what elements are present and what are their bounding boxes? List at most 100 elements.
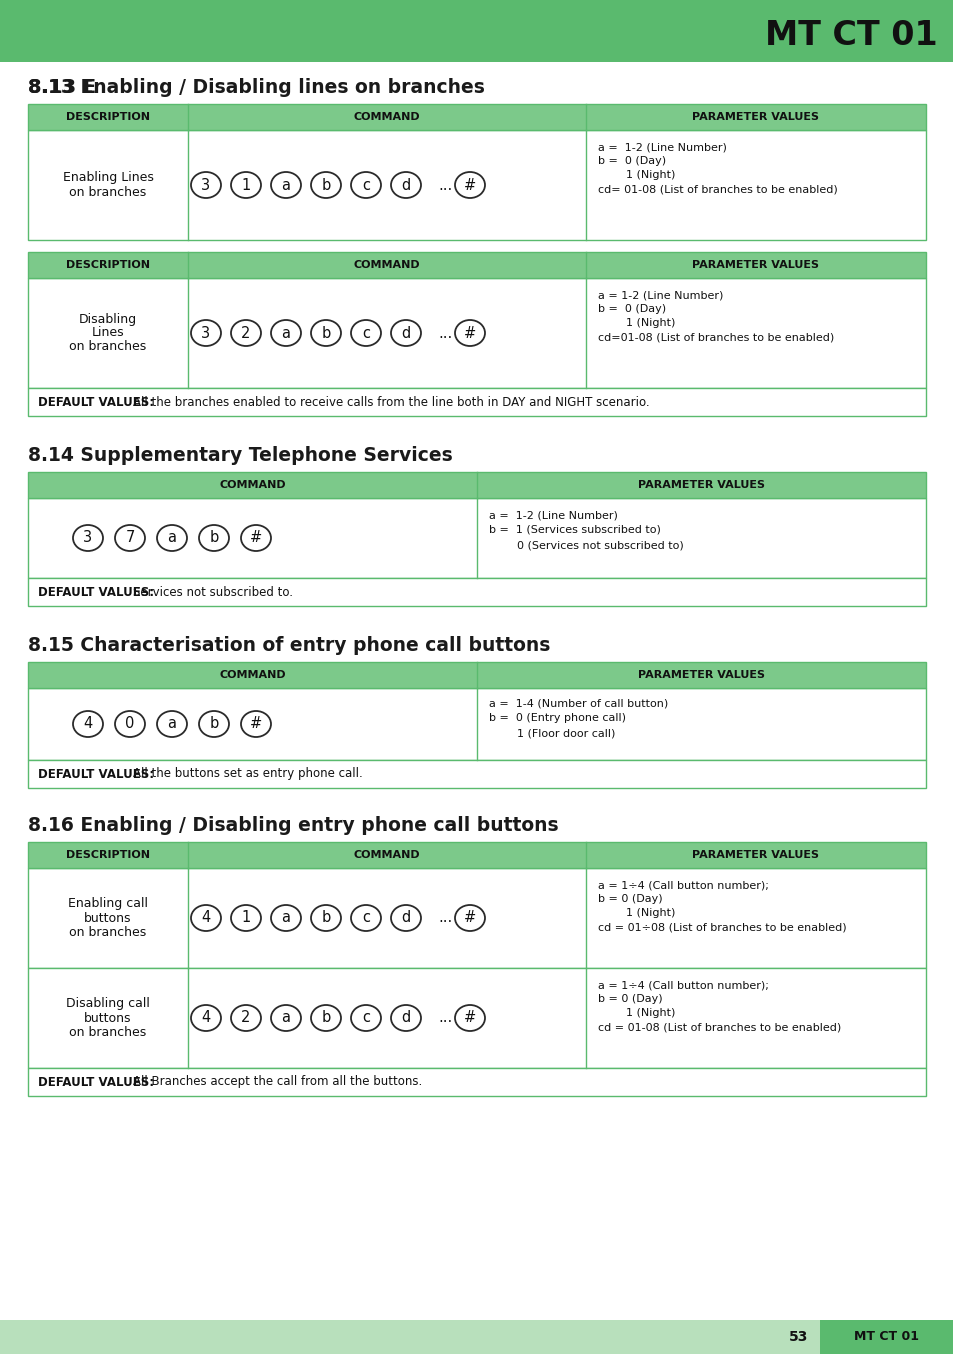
- Text: DEFAULT VALUES:: DEFAULT VALUES:: [38, 1075, 158, 1089]
- Text: ...: ...: [438, 177, 453, 192]
- Text: a =  1-4 (Number of call button): a = 1-4 (Number of call button): [489, 699, 667, 708]
- Text: b =  0 (Day): b = 0 (Day): [598, 305, 665, 314]
- Text: #: #: [463, 177, 476, 192]
- Text: b: b: [321, 177, 331, 192]
- Text: on branches: on branches: [70, 185, 147, 199]
- Text: DEFAULT VALUES:: DEFAULT VALUES:: [38, 768, 158, 780]
- Text: 2: 2: [241, 1010, 251, 1025]
- Ellipse shape: [391, 1005, 420, 1030]
- Text: 8.13 E: 8.13 E: [28, 79, 96, 97]
- Ellipse shape: [231, 320, 261, 347]
- Ellipse shape: [455, 1005, 484, 1030]
- Ellipse shape: [351, 904, 380, 932]
- Text: 1: 1: [241, 177, 251, 192]
- Text: c: c: [361, 325, 370, 340]
- Text: All Branches accept the call from all the buttons.: All Branches accept the call from all th…: [132, 1075, 422, 1089]
- Text: b = 0 (Day): b = 0 (Day): [598, 994, 662, 1005]
- Text: Enabling call: Enabling call: [68, 898, 148, 910]
- Ellipse shape: [73, 711, 103, 737]
- Text: 3: 3: [83, 531, 92, 546]
- Ellipse shape: [191, 904, 221, 932]
- FancyBboxPatch shape: [820, 1320, 953, 1354]
- Ellipse shape: [455, 172, 484, 198]
- Text: COMMAND: COMMAND: [354, 112, 420, 122]
- Text: #: #: [463, 910, 476, 926]
- Text: buttons: buttons: [84, 911, 132, 925]
- FancyBboxPatch shape: [28, 498, 925, 578]
- Text: 53: 53: [788, 1330, 807, 1345]
- Text: 1 (Floor door call): 1 (Floor door call): [517, 728, 615, 738]
- Text: DEFAULT VALUES:: DEFAULT VALUES:: [38, 585, 158, 598]
- Text: 0: 0: [125, 716, 134, 731]
- Ellipse shape: [311, 904, 340, 932]
- Text: cd= 01-08 (List of branches to be enabled): cd= 01-08 (List of branches to be enable…: [598, 184, 837, 194]
- Text: #: #: [250, 531, 262, 546]
- FancyBboxPatch shape: [28, 662, 925, 688]
- Text: a =  1-2 (Line Number): a = 1-2 (Line Number): [598, 142, 726, 152]
- Text: c: c: [361, 910, 370, 926]
- Ellipse shape: [241, 525, 271, 551]
- Text: b =  0 (Entry phone call): b = 0 (Entry phone call): [489, 714, 625, 723]
- FancyBboxPatch shape: [28, 130, 925, 240]
- Ellipse shape: [351, 172, 380, 198]
- Text: a = 1-2 (Line Number): a = 1-2 (Line Number): [598, 290, 722, 301]
- FancyBboxPatch shape: [28, 868, 925, 968]
- Text: 4: 4: [83, 716, 92, 731]
- FancyBboxPatch shape: [28, 252, 925, 278]
- Ellipse shape: [73, 525, 103, 551]
- Text: cd = 01-08 (List of branches to be enabled): cd = 01-08 (List of branches to be enabl…: [598, 1022, 841, 1032]
- Text: Services not subscribed to.: Services not subscribed to.: [132, 585, 293, 598]
- Text: #: #: [463, 325, 476, 340]
- Text: 8.13 Enabling / Disabling lines on branches: 8.13 Enabling / Disabling lines on branc…: [28, 79, 484, 97]
- Text: on branches: on branches: [70, 340, 147, 353]
- Ellipse shape: [115, 525, 145, 551]
- Text: COMMAND: COMMAND: [354, 260, 420, 269]
- Text: PARAMETER VALUES: PARAMETER VALUES: [692, 260, 819, 269]
- Text: PARAMETER VALUES: PARAMETER VALUES: [692, 112, 819, 122]
- Text: b =  0 (Day): b = 0 (Day): [598, 156, 665, 167]
- Text: 0 (Services not subscribed to): 0 (Services not subscribed to): [517, 540, 683, 550]
- Text: #: #: [463, 1010, 476, 1025]
- Ellipse shape: [455, 320, 484, 347]
- Text: DESCRIPTION: DESCRIPTION: [66, 850, 150, 860]
- Text: DEFAULT VALUES:: DEFAULT VALUES:: [38, 395, 158, 409]
- Ellipse shape: [351, 1005, 380, 1030]
- Ellipse shape: [157, 525, 187, 551]
- Ellipse shape: [455, 904, 484, 932]
- FancyBboxPatch shape: [28, 578, 925, 607]
- Text: 1 (Night): 1 (Night): [625, 1007, 675, 1018]
- Text: MT CT 01: MT CT 01: [764, 19, 937, 51]
- Text: d: d: [401, 177, 410, 192]
- Ellipse shape: [271, 1005, 301, 1030]
- Ellipse shape: [191, 1005, 221, 1030]
- Text: All the branches enabled to receive calls from the line both in DAY and NIGHT sc: All the branches enabled to receive call…: [132, 395, 649, 409]
- Text: on branches: on branches: [70, 926, 147, 938]
- Text: 4: 4: [201, 1010, 211, 1025]
- Text: 8.16 Enabling / Disabling entry phone call buttons: 8.16 Enabling / Disabling entry phone ca…: [28, 816, 558, 835]
- Text: COMMAND: COMMAND: [219, 670, 286, 680]
- Text: Disabling call: Disabling call: [66, 998, 150, 1010]
- Text: a = 1÷4 (Call button number);: a = 1÷4 (Call button number);: [598, 980, 768, 990]
- Text: b: b: [321, 1010, 331, 1025]
- Text: 1 (Night): 1 (Night): [625, 909, 675, 918]
- Text: COMMAND: COMMAND: [219, 481, 286, 490]
- FancyBboxPatch shape: [28, 1068, 925, 1095]
- Ellipse shape: [391, 320, 420, 347]
- Text: DESCRIPTION: DESCRIPTION: [66, 112, 150, 122]
- Ellipse shape: [241, 711, 271, 737]
- FancyBboxPatch shape: [28, 688, 925, 760]
- FancyBboxPatch shape: [0, 0, 953, 62]
- Text: a: a: [281, 1010, 291, 1025]
- Ellipse shape: [391, 172, 420, 198]
- Text: PARAMETER VALUES: PARAMETER VALUES: [692, 850, 819, 860]
- Text: Enabling Lines: Enabling Lines: [63, 172, 153, 184]
- Text: 3: 3: [201, 177, 211, 192]
- Text: b: b: [209, 716, 218, 731]
- Text: ...: ...: [438, 910, 453, 926]
- FancyBboxPatch shape: [28, 842, 925, 868]
- Text: 8.15 Characterisation of entry phone call buttons: 8.15 Characterisation of entry phone cal…: [28, 636, 550, 655]
- Ellipse shape: [199, 525, 229, 551]
- Text: MT CT 01: MT CT 01: [854, 1331, 919, 1343]
- Text: COMMAND: COMMAND: [354, 850, 420, 860]
- Text: Disabling: Disabling: [79, 313, 137, 325]
